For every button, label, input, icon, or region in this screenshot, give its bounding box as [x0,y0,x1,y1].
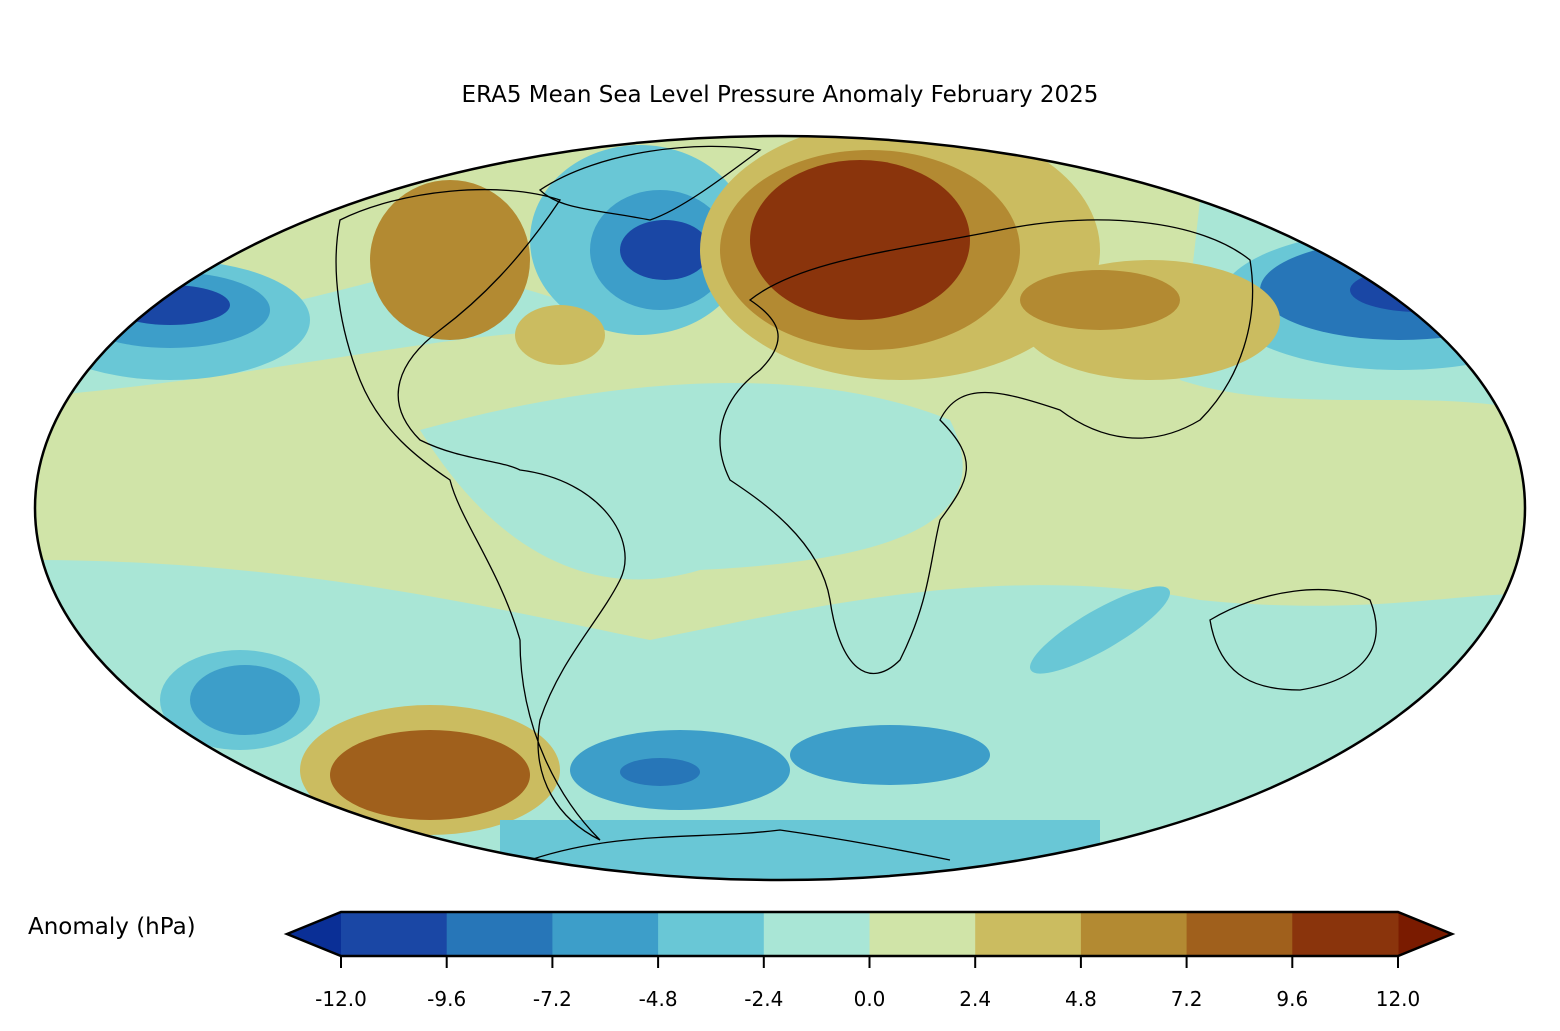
colorbar-tick-label: 4.8 [1065,987,1097,1011]
anomaly-field [35,136,1525,880]
map-title: ERA5 Mean Sea Level Pressure Anomaly Feb… [461,82,1099,108]
colorbar-tick-label: 2.4 [959,987,991,1011]
colorbar-tick-label: -2.4 [744,987,783,1011]
colorbar-segment [975,912,1082,956]
colorbar: -12.0 -9.6 -7.2 -4.8 -2.4 0.0 2.4 4.8 7.2 9.6 12.0 [283,910,1456,1011]
colorbar-segment [446,912,553,956]
colorbar-tick-label: 9.6 [1276,987,1308,1011]
colorbar-extend-high [1398,912,1452,956]
colorbar-segment [1080,912,1188,956]
map-boundary [33,134,1527,882]
colorbar-segment [763,912,870,956]
colorbar-tick-label: -9.6 [427,987,466,1011]
colorbar-tick-label: 7.2 [1171,987,1203,1011]
colorbar-segment [658,912,765,956]
colorbar-tick-label: 0.0 [854,987,886,1011]
colorbar-tick-label: 12.0 [1376,987,1421,1011]
colorbar-segment [1186,912,1293,956]
coastlines [335,145,1377,861]
colorbar-segment [341,912,448,956]
colorbar-label: Anomaly (hPa) [28,914,196,940]
colorbar-tick-label: -12.0 [315,987,367,1011]
colorbar-tick-label: -4.8 [639,987,678,1011]
colorbar-segment [552,912,659,956]
colorbar-tick-label: -7.2 [533,987,572,1011]
colorbar-segment [869,912,976,956]
colorbar-segment [1292,912,1399,956]
colorbar-extend-low [287,912,341,956]
